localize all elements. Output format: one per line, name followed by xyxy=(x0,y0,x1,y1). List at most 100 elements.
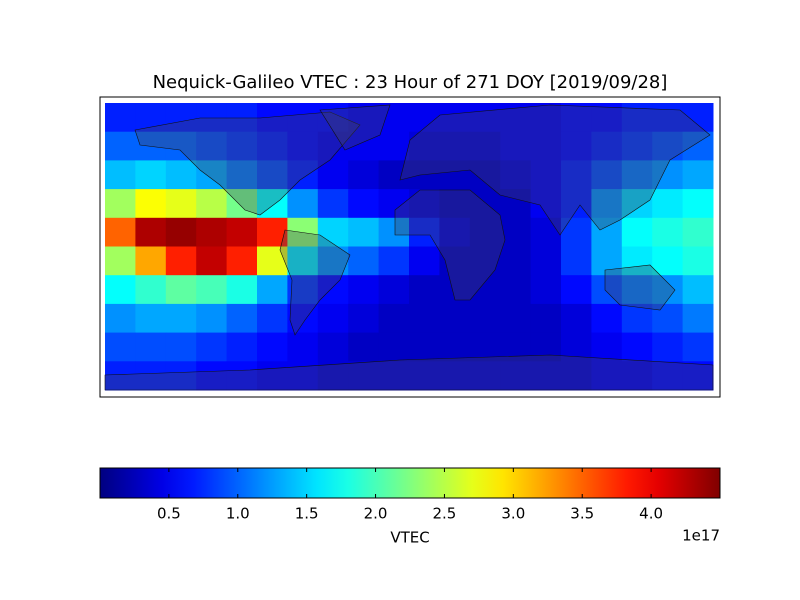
cell xyxy=(682,189,714,219)
cell xyxy=(682,246,714,276)
cell xyxy=(226,332,258,362)
cell xyxy=(561,332,592,362)
cell xyxy=(317,160,349,190)
colorbar-tick-label: 1.0 xyxy=(226,505,250,523)
colorbar-tick-label: 0.5 xyxy=(157,505,181,523)
cell xyxy=(317,303,349,334)
cell xyxy=(378,103,410,133)
cell xyxy=(409,217,440,247)
colorbar-tick-label: 2.5 xyxy=(433,505,457,523)
cell xyxy=(621,361,653,391)
cell xyxy=(226,303,258,334)
cell xyxy=(469,275,501,305)
cell xyxy=(378,246,410,276)
cell xyxy=(469,361,501,391)
cell xyxy=(652,361,684,391)
cell xyxy=(135,217,167,247)
cell xyxy=(165,361,197,391)
cell xyxy=(135,303,167,334)
cell xyxy=(348,332,380,362)
colorbar-label: VTEC xyxy=(390,529,429,547)
cell xyxy=(348,160,380,190)
cell xyxy=(257,131,288,161)
cell xyxy=(500,332,532,362)
cell xyxy=(591,361,623,391)
cell xyxy=(165,246,197,276)
cell xyxy=(530,275,562,305)
cell xyxy=(500,275,532,305)
cell xyxy=(165,160,197,190)
cell xyxy=(105,131,136,161)
cell xyxy=(226,160,258,190)
cell xyxy=(591,131,623,161)
cell xyxy=(500,131,532,161)
cell xyxy=(469,131,501,161)
cell xyxy=(591,246,623,276)
cell xyxy=(530,303,562,334)
cell xyxy=(652,332,684,362)
cell xyxy=(317,361,349,391)
cell xyxy=(682,131,714,161)
cell xyxy=(105,103,136,133)
heatmap xyxy=(105,103,714,391)
cell xyxy=(682,160,714,190)
cell xyxy=(165,103,197,133)
cell xyxy=(348,246,380,276)
cell xyxy=(378,275,410,305)
cell xyxy=(378,217,410,247)
cell xyxy=(409,303,440,334)
cell xyxy=(621,217,653,247)
cell xyxy=(561,361,592,391)
land xyxy=(319,104,391,151)
cell xyxy=(439,131,471,161)
colorbar-tick-label: 3.0 xyxy=(501,505,525,523)
cell xyxy=(348,361,380,391)
cell xyxy=(105,189,136,219)
cell xyxy=(135,332,167,362)
cell xyxy=(591,189,623,219)
cell xyxy=(287,131,319,161)
cell xyxy=(317,189,349,219)
cell xyxy=(165,217,197,247)
cell xyxy=(105,361,136,391)
cell xyxy=(105,332,136,362)
land xyxy=(399,104,711,236)
cell xyxy=(409,275,440,305)
cell xyxy=(500,246,532,276)
cell xyxy=(561,303,592,334)
cell xyxy=(561,103,592,133)
colorbar xyxy=(99,467,721,499)
cell xyxy=(682,275,714,305)
cell xyxy=(561,246,592,276)
cell xyxy=(257,361,288,391)
cell xyxy=(500,361,532,391)
cell xyxy=(530,332,562,362)
cell xyxy=(439,303,471,334)
cell xyxy=(348,303,380,334)
cell xyxy=(165,303,197,334)
cell xyxy=(348,275,380,305)
cell xyxy=(165,189,197,219)
cell xyxy=(530,131,562,161)
cell xyxy=(682,303,714,334)
cell xyxy=(500,160,532,190)
cell xyxy=(439,189,471,219)
cell xyxy=(530,217,562,247)
cell xyxy=(105,246,136,276)
cell xyxy=(682,332,714,362)
land xyxy=(134,111,361,216)
cell xyxy=(439,217,471,247)
cell xyxy=(682,217,714,247)
cell xyxy=(621,303,653,334)
cell xyxy=(226,103,258,133)
cell xyxy=(317,275,349,305)
cell xyxy=(165,131,197,161)
cell xyxy=(257,217,288,247)
cell xyxy=(196,361,228,391)
cell xyxy=(226,361,258,391)
cell xyxy=(348,217,380,247)
cell xyxy=(257,160,288,190)
cell xyxy=(135,160,167,190)
colorbar-offset: 1e17 xyxy=(682,527,720,545)
cell xyxy=(591,217,623,247)
